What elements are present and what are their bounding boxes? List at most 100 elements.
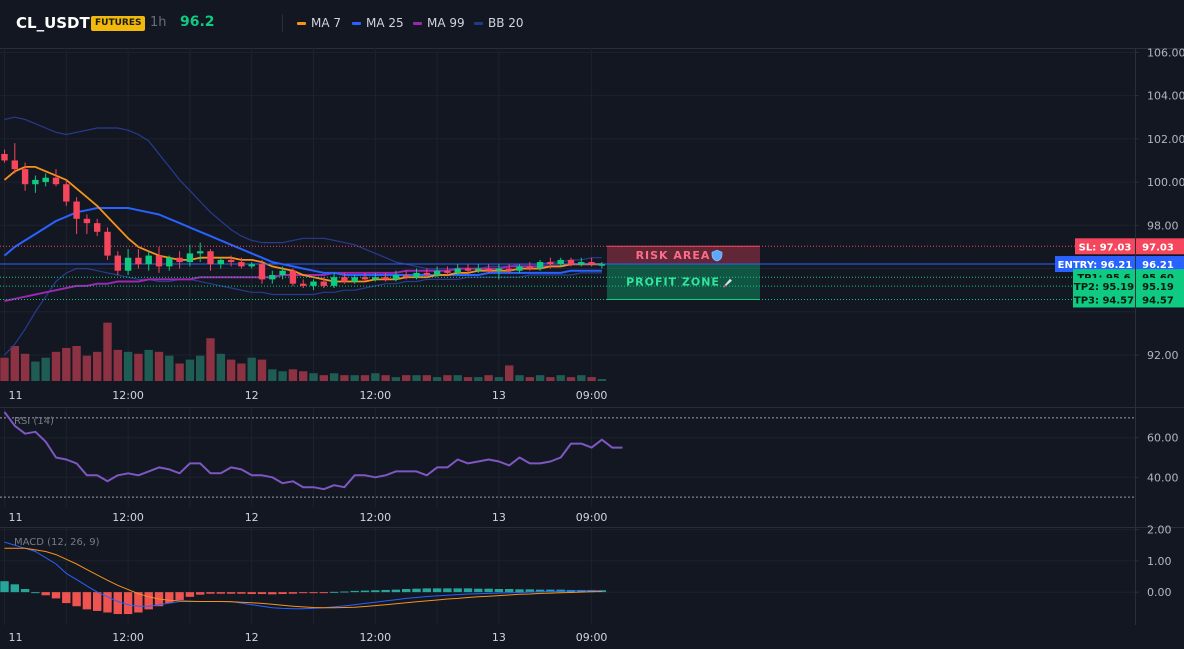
entry-tag-label: ENTRY: 96.21 bbox=[1058, 260, 1133, 271]
candle-body bbox=[238, 262, 245, 267]
ma25-swatch bbox=[352, 22, 361, 25]
candle-body bbox=[526, 266, 533, 269]
rsi-line bbox=[3, 411, 623, 491]
volume-bar bbox=[247, 357, 256, 381]
candle-body bbox=[413, 272, 420, 278]
macd-tick-label: 2.00 bbox=[1147, 524, 1172, 537]
macd-histogram-bar bbox=[484, 588, 493, 593]
candle-body bbox=[588, 262, 595, 265]
entry-axis-label: 96.21 bbox=[1142, 260, 1174, 271]
macd-histogram-bar bbox=[391, 589, 401, 593]
macd-histogram-bar bbox=[31, 592, 40, 594]
risk-area-zone[interactable]: RISK AREA bbox=[607, 245, 760, 265]
volume-bar bbox=[402, 375, 411, 381]
sl-axis-label: 97.03 bbox=[1142, 242, 1174, 253]
macd-histogram-bar bbox=[185, 592, 195, 597]
macd-histogram-bar bbox=[309, 592, 318, 594]
candle-body bbox=[21, 169, 29, 185]
macd-histogram-bar bbox=[82, 592, 92, 610]
moving-average-layer bbox=[3, 165, 602, 302]
macd-histogram-bar bbox=[103, 592, 112, 613]
candle-body bbox=[310, 281, 317, 286]
macd-histogram-bar bbox=[144, 592, 153, 610]
macd-histogram-bar bbox=[597, 590, 607, 593]
macd-histogram-bar bbox=[412, 588, 421, 593]
chart-header: CL_USDT FUTURES 1h 96.2 MA 7 MA 25 MA 99… bbox=[0, 0, 1184, 48]
time-tick-label: 13 bbox=[492, 631, 506, 644]
legend-ma99[interactable]: MA 99 bbox=[413, 16, 465, 30]
time-tick-label: 11 bbox=[9, 389, 23, 402]
candle-body bbox=[94, 223, 101, 232]
price-tag-bg bbox=[1073, 278, 1135, 295]
volume-bar bbox=[144, 349, 153, 381]
macd-histogram-bar bbox=[113, 592, 122, 615]
time-tick-label: 12:00 bbox=[112, 631, 144, 644]
price-tick-label: 104.00 bbox=[1147, 90, 1184, 103]
profit-zone[interactable]: PROFIT ZONE bbox=[607, 263, 760, 300]
candle-body bbox=[83, 218, 91, 224]
macd-histogram-bar bbox=[10, 584, 19, 593]
legend-bb20[interactable]: BB 20 bbox=[474, 16, 524, 30]
macd-histogram-bar bbox=[247, 592, 256, 595]
shield-icon bbox=[711, 249, 723, 262]
candle-body bbox=[166, 257, 173, 267]
macd-histogram-bar bbox=[123, 592, 133, 615]
volume-bar bbox=[103, 322, 112, 381]
candle-body bbox=[52, 177, 60, 185]
volume-bar bbox=[432, 377, 442, 381]
volume-bar bbox=[237, 363, 246, 381]
macd-signal-line bbox=[4, 547, 602, 609]
price-tick-label: 100.00 bbox=[1147, 176, 1184, 189]
volume-bar bbox=[288, 369, 298, 381]
candle-body bbox=[444, 270, 451, 273]
candle-body bbox=[289, 270, 297, 284]
candle-body bbox=[207, 251, 214, 265]
candle-body bbox=[1, 153, 8, 161]
ma7-line bbox=[3, 165, 602, 283]
levels-layer bbox=[0, 245, 1135, 300]
interval-selector[interactable]: 1h bbox=[150, 15, 167, 30]
candle-body bbox=[392, 275, 400, 280]
volume-bar bbox=[185, 359, 195, 381]
macd-histogram-bar bbox=[226, 592, 236, 594]
macd-histogram-bar bbox=[515, 589, 524, 593]
volume-bar bbox=[257, 359, 267, 381]
volume-bar bbox=[165, 355, 174, 381]
candle-body bbox=[341, 277, 348, 282]
candle-body bbox=[217, 259, 224, 265]
volume-bar bbox=[505, 365, 514, 381]
volume-layer bbox=[0, 322, 607, 381]
candle-body bbox=[403, 275, 410, 278]
volume-bar bbox=[62, 347, 71, 381]
macd-histogram-bar bbox=[288, 592, 298, 594]
volume-bar bbox=[443, 375, 452, 381]
axes-layer: 106.00 104.00 102.00 100.00 98.00 92.00 60.00 4… bbox=[9, 46, 1184, 644]
candle-body bbox=[227, 259, 235, 263]
volume-bar bbox=[350, 375, 359, 381]
volume-bar bbox=[546, 377, 555, 381]
candle-body bbox=[536, 262, 544, 269]
candle-body bbox=[330, 277, 338, 286]
candle-body bbox=[155, 255, 163, 267]
legend-ma25[interactable]: MA 25 bbox=[352, 16, 404, 30]
tp2-price-tag: TP2: 95.19 95.19 bbox=[1073, 278, 1184, 295]
legend-ma7[interactable]: MA 7 bbox=[297, 16, 341, 30]
candle-body bbox=[73, 201, 80, 219]
time-tick-label: 13 bbox=[492, 389, 506, 402]
time-tick-label: 12:00 bbox=[112, 511, 144, 524]
candle-body bbox=[186, 253, 194, 263]
candle-body bbox=[42, 177, 49, 183]
time-tick-label: 12:00 bbox=[359, 511, 391, 524]
macd-histogram-bar bbox=[360, 590, 370, 593]
symbol-name[interactable]: CL_USDT bbox=[16, 14, 90, 32]
candle-body bbox=[464, 268, 472, 271]
macd-histogram-bar bbox=[206, 592, 215, 594]
ma25-line bbox=[3, 207, 602, 276]
zone-fill bbox=[607, 246, 760, 265]
candle-body bbox=[145, 255, 152, 265]
macd-tick-label: 1.00 bbox=[1147, 555, 1172, 568]
candle-body bbox=[485, 268, 492, 271]
macd-histogram-bar bbox=[0, 581, 9, 593]
volume-bar bbox=[154, 351, 164, 381]
